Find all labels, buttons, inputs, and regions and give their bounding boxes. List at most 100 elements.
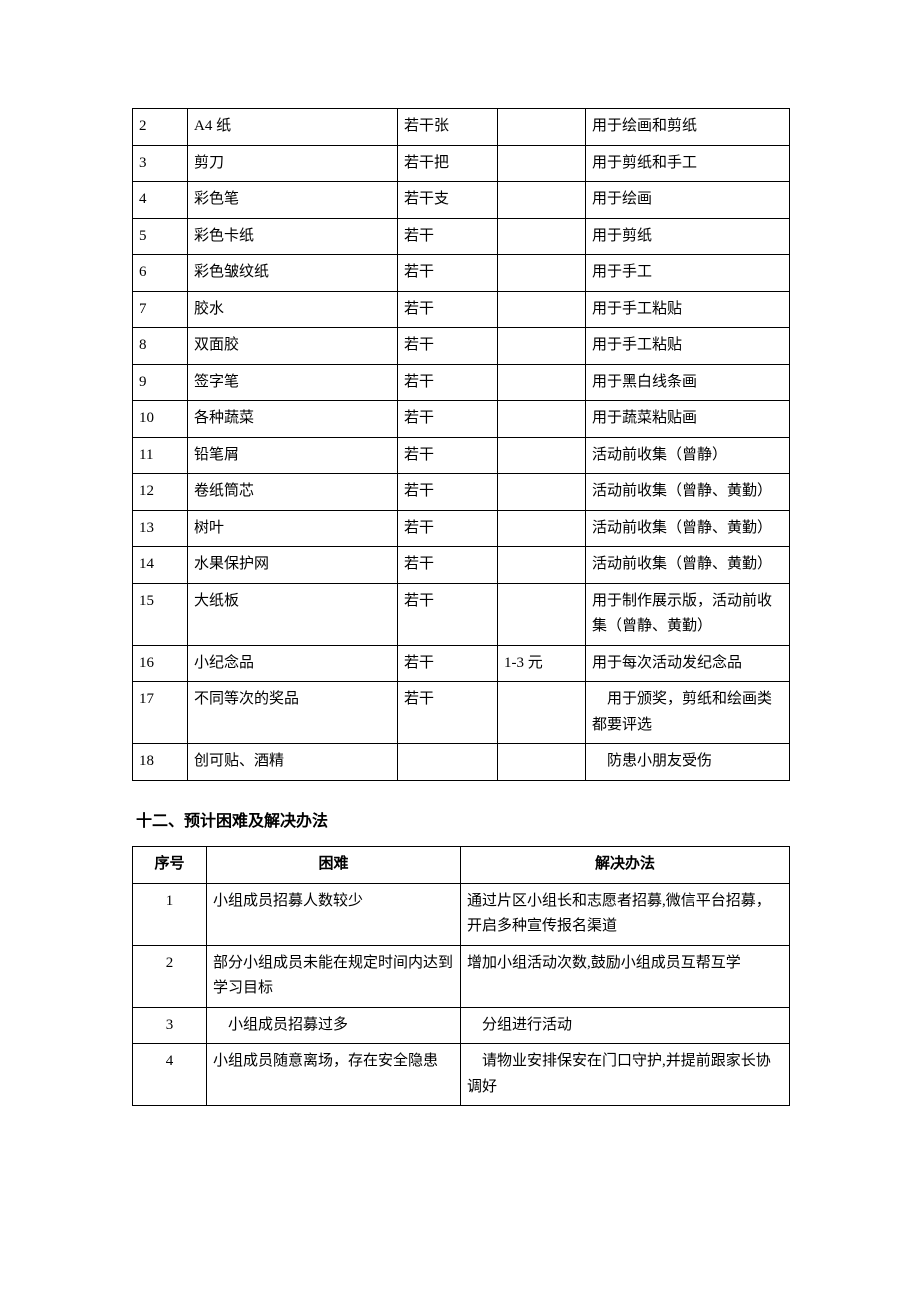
table-cell-item: 剪刀 [188, 145, 398, 182]
table-row: 7胶水若干 用于手工粘贴 [133, 291, 790, 328]
table-cell-price [498, 145, 586, 182]
table-cell-qty: 若干 [398, 682, 498, 744]
table-row: 5彩色卡纸若干 用于剪纸 [133, 218, 790, 255]
table-row: 12卷纸筒芯若干 活动前收集（曾静、黄勤） [133, 474, 790, 511]
table-cell-difficulty: 小组成员招募过多 [207, 1007, 461, 1044]
table-row: 6彩色皱纹纸若干用于手工 [133, 255, 790, 292]
table-cell-qty [398, 744, 498, 781]
table-cell-item: 彩色卡纸 [188, 218, 398, 255]
table-cell-num: 1 [133, 883, 207, 945]
table-cell-difficulty: 小组成员随意离场，存在安全隐患 [207, 1044, 461, 1106]
materials-tbody: 2A4 纸若干张用于绘画和剪纸3剪刀若干把用于剪纸和手工4彩色笔若干支用于绘画5… [133, 109, 790, 781]
table-cell-num: 11 [133, 437, 188, 474]
table-cell-num: 2 [133, 945, 207, 1007]
table-cell-qty: 若干 [398, 364, 498, 401]
table-cell-note: 用于剪纸和手工 [586, 145, 790, 182]
difficulties-tbody: 1小组成员招募人数较少通过片区小组长和志愿者招募,微信平台招募，开启多种宣传报名… [133, 883, 790, 1106]
table-cell-qty: 若干 [398, 510, 498, 547]
table-cell-item: 彩色皱纹纸 [188, 255, 398, 292]
table-cell-note: 用于蔬菜粘贴画 [586, 401, 790, 438]
table-cell-qty: 若干 [398, 255, 498, 292]
table-cell-qty: 若干 [398, 583, 498, 645]
difficulties-table: 序号 困难 解决办法 1小组成员招募人数较少通过片区小组长和志愿者招募,微信平台… [132, 846, 790, 1106]
table-cell-item: 创可贴、酒精 [188, 744, 398, 781]
table-row: 15大纸板若干用于制作展示版，活动前收集（曾静、黄勤） [133, 583, 790, 645]
table-cell-num: 13 [133, 510, 188, 547]
table-cell-note: 防患小朋友受伤 [586, 744, 790, 781]
table-cell-qty: 若干 [398, 401, 498, 438]
table-cell-item: 大纸板 [188, 583, 398, 645]
table-row: 11铅笔屑若干 活动前收集（曾静） [133, 437, 790, 474]
table-cell-note: 用于剪纸 [586, 218, 790, 255]
table-cell-item: 胶水 [188, 291, 398, 328]
difficulties-header-row: 序号 困难 解决办法 [133, 847, 790, 884]
table-cell-price [498, 109, 586, 146]
table-cell-item: 树叶 [188, 510, 398, 547]
table-cell-num: 4 [133, 1044, 207, 1106]
table-cell-num: 9 [133, 364, 188, 401]
table-cell-num: 12 [133, 474, 188, 511]
table-cell-item: 卷纸筒芯 [188, 474, 398, 511]
table-row: 18创可贴、酒精 防患小朋友受伤 [133, 744, 790, 781]
table-cell-price [498, 401, 586, 438]
table-cell-num: 8 [133, 328, 188, 365]
table-cell-item: 各种蔬菜 [188, 401, 398, 438]
table-cell-price: 1-3 元 [498, 645, 586, 682]
table-cell-qty: 若干支 [398, 182, 498, 219]
table-cell-note: 活动前收集（曾静） [586, 437, 790, 474]
table-cell-item: 小纪念品 [188, 645, 398, 682]
materials-table: 2A4 纸若干张用于绘画和剪纸3剪刀若干把用于剪纸和手工4彩色笔若干支用于绘画5… [132, 108, 790, 781]
table-cell-note: 用于制作展示版，活动前收集（曾静、黄勤） [586, 583, 790, 645]
table-cell-note: 活动前收集（曾静、黄勤） [586, 474, 790, 511]
table-cell-price [498, 583, 586, 645]
table-cell-num: 3 [133, 1007, 207, 1044]
section-heading-difficulties: 十二、预计困难及解决办法 [136, 809, 790, 835]
table-cell-note: 用于绘画和剪纸 [586, 109, 790, 146]
table-cell-num: 10 [133, 401, 188, 438]
table-cell-num: 7 [133, 291, 188, 328]
table-cell-item: 不同等次的奖品 [188, 682, 398, 744]
table-cell-num: 4 [133, 182, 188, 219]
table-cell-note: 用于手工粘贴 [586, 291, 790, 328]
table-cell-item: A4 纸 [188, 109, 398, 146]
table-cell-num: 18 [133, 744, 188, 781]
table-cell-note: 活动前收集（曾静、黄勤） [586, 547, 790, 584]
table-row: 10各种蔬菜若干 用于蔬菜粘贴画 [133, 401, 790, 438]
table-cell-qty: 若干张 [398, 109, 498, 146]
table-cell-price [498, 328, 586, 365]
table-cell-num: 17 [133, 682, 188, 744]
table-cell-price [498, 437, 586, 474]
table-cell-item: 铅笔屑 [188, 437, 398, 474]
table-cell-note: 活动前收集（曾静、黄勤） [586, 510, 790, 547]
table-row: 4小组成员随意离场，存在安全隐患 请物业安排保安在门口守护,并提前跟家长协调好 [133, 1044, 790, 1106]
header-solution: 解决办法 [461, 847, 790, 884]
header-num: 序号 [133, 847, 207, 884]
table-cell-qty: 若干把 [398, 145, 498, 182]
table-cell-note: 用于绘画 [586, 182, 790, 219]
table-cell-num: 6 [133, 255, 188, 292]
table-cell-qty: 若干 [398, 218, 498, 255]
table-cell-qty: 若干 [398, 547, 498, 584]
table-cell-solution: 请物业安排保安在门口守护,并提前跟家长协调好 [461, 1044, 790, 1106]
table-row: 4彩色笔若干支用于绘画 [133, 182, 790, 219]
table-cell-price [498, 474, 586, 511]
table-cell-solution: 通过片区小组长和志愿者招募,微信平台招募，开启多种宣传报名渠道 [461, 883, 790, 945]
table-cell-qty: 若干 [398, 328, 498, 365]
table-row: 16小纪念品若干1-3 元用于每次活动发纪念品 [133, 645, 790, 682]
table-cell-num: 2 [133, 109, 188, 146]
table-cell-price [498, 218, 586, 255]
table-cell-num: 5 [133, 218, 188, 255]
table-cell-qty: 若干 [398, 437, 498, 474]
table-cell-qty: 若干 [398, 291, 498, 328]
table-cell-qty: 若干 [398, 474, 498, 511]
table-cell-price [498, 182, 586, 219]
table-row: 13树叶若干 活动前收集（曾静、黄勤） [133, 510, 790, 547]
table-row: 3 小组成员招募过多 分组进行活动 [133, 1007, 790, 1044]
table-row: 17不同等次的奖品若干 用于颁奖，剪纸和绘画类都要评选 [133, 682, 790, 744]
table-cell-num: 16 [133, 645, 188, 682]
table-cell-price [498, 682, 586, 744]
table-row: 2A4 纸若干张 用于绘画和剪纸 [133, 109, 790, 146]
table-cell-note: 用于每次活动发纪念品 [586, 645, 790, 682]
table-cell-qty: 若干 [398, 645, 498, 682]
table-row: 8双面胶若干用于手工粘贴 [133, 328, 790, 365]
